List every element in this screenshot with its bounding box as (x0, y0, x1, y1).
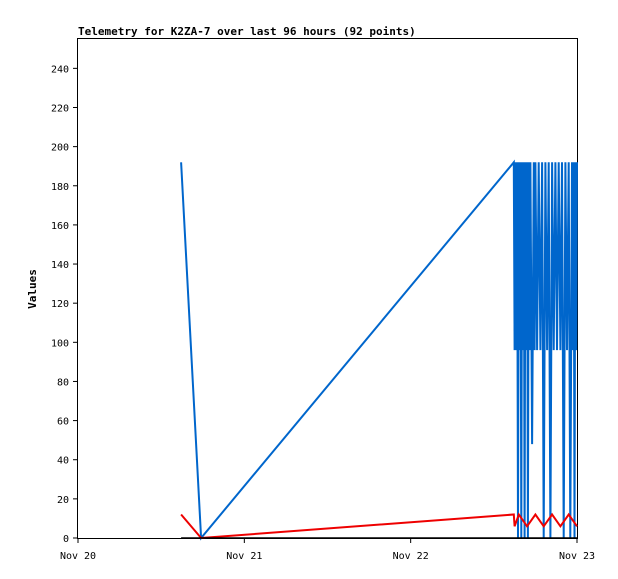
x-tick-label: Nov 20 (60, 551, 96, 562)
y-tick-label: 40 (57, 456, 69, 467)
y-tick-label: 80 (57, 377, 69, 388)
y-tick-label: 160 (51, 221, 69, 232)
y-tick-label: 100 (51, 338, 69, 349)
series-line-1 (180, 159, 578, 541)
y-axis-label: Values (26, 269, 39, 309)
y-tick-label: 0 (63, 534, 69, 545)
y-tick-label: 20 (57, 495, 69, 506)
y-tick-label: 140 (51, 260, 69, 271)
y-tick-label: 180 (51, 182, 69, 193)
x-tick-label: Nov 22 (393, 551, 429, 562)
y-axis: 0 20 40 60 80 100 120 140 160 180 200 220 240 (51, 64, 78, 545)
chart-title: Telemetry for K2ZA-7 over last 96 hours … (78, 25, 416, 38)
y-tick-label: 220 (51, 103, 69, 114)
y-tick-label: 240 (51, 64, 69, 75)
series-layer (180, 159, 578, 541)
series-line-2 (180, 512, 578, 540)
x-tick-label: Nov 23 (559, 551, 595, 562)
y-tick-label: 200 (51, 143, 69, 154)
y-tick-label: 120 (51, 299, 69, 310)
x-axis: Nov 20 Nov 21 Nov 22 Nov 23 (60, 538, 595, 562)
y-tick-label: 60 (57, 417, 69, 428)
x-tick-label: Nov 21 (226, 551, 262, 562)
